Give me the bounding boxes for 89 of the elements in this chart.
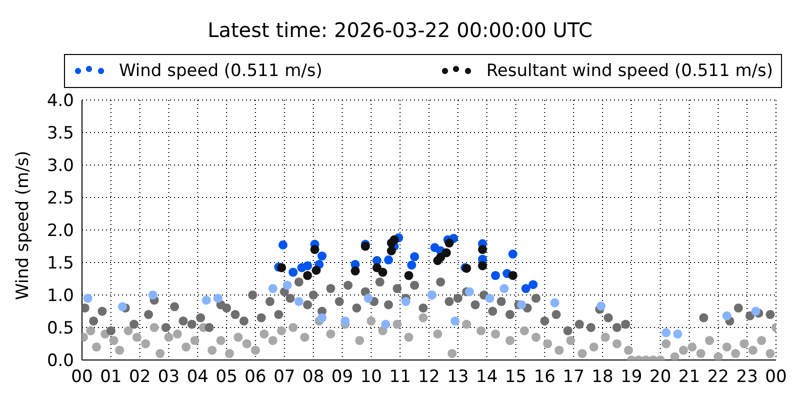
point [478,261,488,270]
x-tick-label: 09 [331,367,354,388]
x-tick-label: 05 [216,367,238,388]
x-tick-label: 15 [504,367,527,388]
point [303,261,312,270]
y-tick-label: 0.0 [46,351,74,372]
x-tick-label: 12 [418,367,440,388]
point [381,320,390,329]
point [528,280,538,290]
y-tick-label: 4.0 [46,91,74,112]
point [148,290,158,300]
x-tick-label: 21 [678,367,700,388]
point [662,328,671,338]
x-tick-label: 13 [447,367,469,388]
x-tick-label: 14 [476,367,498,388]
point [478,244,488,254]
point [268,284,278,294]
x-tick-label: 00 [765,367,787,388]
point [450,316,460,326]
y-tick-label: 2.5 [46,188,74,209]
point [213,294,222,303]
point [310,244,320,254]
point [444,238,454,248]
x-tick-label: 11 [389,367,411,388]
point [401,296,410,306]
point [550,298,560,308]
x-tick-label: 01 [100,367,122,388]
chart-title: Latest time: 2026-03-22 00:00:00 UTC [206,18,594,42]
point [294,296,304,306]
point [282,280,292,290]
point [500,284,509,294]
point [722,311,732,320]
point [278,240,288,250]
x-tick-label: 06 [244,367,266,388]
x-tick-label: 08 [302,367,324,388]
point [288,268,298,277]
x-tick-label: 18 [592,367,614,388]
point [83,294,92,303]
point [202,296,211,305]
point [596,302,606,311]
x-tick-label: 22 [707,367,729,388]
point [521,284,530,294]
y-tick-label: 2.0 [46,221,74,242]
x-tick-label: 10 [360,367,382,388]
point [312,266,321,275]
point [340,316,350,326]
point [390,235,399,244]
x-tick-label: 17 [562,367,584,388]
point [404,270,414,280]
point [277,263,286,272]
point [673,329,682,339]
x-tick-label: 20 [650,367,672,388]
point [118,302,127,312]
y-tick-label: 3.5 [46,124,74,144]
point [751,306,760,316]
point [490,270,500,280]
point [350,266,360,276]
point [378,268,388,277]
x-tick-label: 00 [71,367,93,388]
x-tick-label: 07 [274,367,296,388]
point [436,252,446,262]
point [303,270,312,280]
x-tick-label: 23 [736,367,758,388]
x-tick-label: 04 [186,367,208,388]
x-tick-label: 16 [534,367,556,388]
point [508,270,518,280]
point [464,287,474,296]
legend-label: Resultant wind speed (0.511 m/s) [486,61,773,81]
point [407,260,416,270]
point [386,246,396,256]
point [442,248,451,258]
point [485,294,494,303]
y-tick-label: 0.5 [46,318,74,339]
point [508,250,518,259]
point [364,294,373,303]
y-tick-label: 1.5 [46,254,74,274]
point [410,252,420,262]
y-tick-label: 3.0 [46,156,74,176]
point [384,255,394,264]
x-tick-label: 19 [620,367,642,388]
point [317,313,327,322]
point [372,263,382,272]
point [517,300,526,310]
x-tick-label: 02 [129,367,151,388]
point [317,251,327,261]
x-tick-label: 03 [158,367,180,388]
y-tick-label: 1.0 [46,286,74,306]
y-axis-title: Wind speed (m/s) [13,150,34,300]
legend-label: Wind speed (0.511 m/s) [119,61,322,81]
